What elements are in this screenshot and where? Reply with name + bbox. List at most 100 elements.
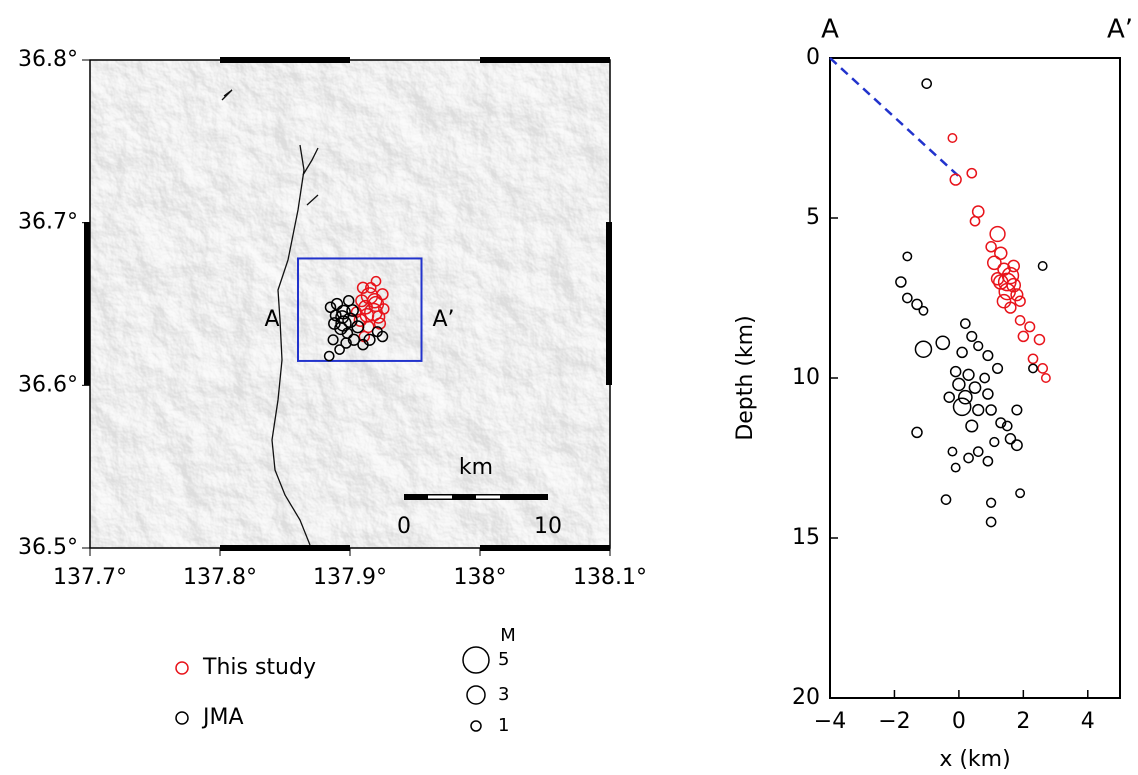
- event: [1029, 364, 1037, 372]
- x-tick-label: 137.8°: [183, 565, 257, 590]
- x-tick-label: −2: [878, 709, 910, 734]
- event: [967, 169, 976, 178]
- event: [974, 447, 983, 456]
- event: [997, 295, 1010, 308]
- x-tick-label: −4: [814, 709, 846, 734]
- x-tick-label: 2: [1016, 709, 1030, 734]
- event: [951, 367, 961, 377]
- y-tick-label: 0: [806, 45, 820, 70]
- event: [973, 206, 984, 217]
- event: [1012, 405, 1022, 415]
- fault-line: [830, 58, 959, 176]
- y-tick-label: 20: [792, 685, 820, 710]
- event: [1016, 489, 1024, 497]
- x-tick-label: 137.9°: [313, 565, 387, 590]
- event: [957, 347, 967, 357]
- legend-marker: [176, 712, 188, 724]
- event: [944, 392, 954, 402]
- scale-bar-segment: [476, 496, 500, 499]
- legend-label: JMA: [201, 705, 244, 730]
- size-legend-label: 3: [498, 684, 509, 705]
- y-tick-label: 36.6°: [18, 372, 78, 397]
- annotation: A: [264, 307, 279, 332]
- x-tick-label: 138.1°: [573, 565, 647, 590]
- scale-bar-title: km: [459, 455, 493, 480]
- event: [986, 242, 996, 252]
- x-tick-label: 138°: [454, 565, 507, 590]
- event: [963, 369, 974, 380]
- event: [954, 398, 971, 415]
- event: [922, 79, 931, 88]
- annotation: A’: [1107, 15, 1133, 45]
- size-legend-label: 5: [498, 649, 509, 670]
- event: [1038, 364, 1047, 373]
- event: [1042, 374, 1050, 382]
- event: [967, 332, 977, 342]
- event: [1038, 262, 1046, 270]
- event: [969, 382, 980, 393]
- figure: 137.7° 137.8° 137.9° 138° 138.1° 36.5° 36.6° 36…: [0, 0, 1138, 775]
- y-tick-label: 15: [792, 525, 820, 550]
- event: [912, 427, 922, 437]
- event: [983, 389, 993, 399]
- size-legend-marker: [467, 686, 485, 704]
- event: [1025, 322, 1035, 332]
- map-panel: 137.7° 137.8° 137.9° 138° 138.1° 36.5° 36.6° 36…: [18, 47, 647, 590]
- y-tick-label: 5: [806, 205, 820, 230]
- event: [987, 517, 996, 526]
- event: [1018, 331, 1028, 341]
- size-legend-label: 1: [498, 715, 509, 736]
- legend-label: This study: [202, 655, 316, 680]
- event: [950, 174, 961, 185]
- event: [1012, 440, 1022, 450]
- y-tick-label: 36.7°: [18, 210, 78, 235]
- event: [974, 342, 983, 351]
- event: [973, 405, 984, 416]
- event: [964, 453, 973, 462]
- scale-bar-label: 10: [534, 514, 562, 539]
- event: [903, 252, 911, 260]
- event: [983, 457, 992, 466]
- event: [1016, 316, 1025, 325]
- event: [903, 293, 912, 302]
- size-legend-marker: [471, 721, 481, 731]
- event: [987, 498, 996, 507]
- event: [1005, 434, 1015, 444]
- scale-bar-segment: [428, 496, 452, 499]
- page: 137.7° 137.8° 137.9° 138° 138.1° 36.5° 36.6° 36…: [0, 0, 1138, 775]
- annotation: A’: [432, 307, 454, 332]
- size-legend-marker: [463, 647, 489, 673]
- event: [953, 378, 965, 390]
- event: [948, 134, 956, 142]
- event: [948, 447, 956, 455]
- legend-marker: [176, 662, 188, 674]
- y-tick-label: 10: [792, 365, 820, 390]
- event: [980, 373, 989, 382]
- y-tick-label: 36.8°: [18, 47, 78, 72]
- y-axis-title: Depth (km): [733, 315, 758, 440]
- annotation: A: [821, 15, 839, 45]
- size-legend-title: M: [500, 625, 516, 646]
- event: [941, 495, 950, 504]
- y-tick-label: 36.5°: [18, 535, 78, 560]
- event: [983, 351, 993, 361]
- section-frame: [830, 58, 1120, 698]
- scale-bar-label: 0: [397, 514, 411, 539]
- x-axis-title: x (km): [939, 747, 1010, 772]
- event: [966, 420, 978, 432]
- event: [986, 405, 996, 415]
- event: [961, 319, 970, 328]
- x-tick-label: 4: [1081, 709, 1095, 734]
- event: [915, 341, 931, 357]
- x-tick-label: 137.7°: [53, 565, 127, 590]
- event: [1034, 335, 1044, 345]
- event: [951, 463, 959, 471]
- event: [993, 364, 1003, 374]
- event: [1028, 354, 1037, 363]
- event: [970, 217, 979, 226]
- event: [990, 227, 1005, 242]
- event: [936, 336, 949, 349]
- event: [990, 438, 999, 447]
- event: [896, 277, 906, 287]
